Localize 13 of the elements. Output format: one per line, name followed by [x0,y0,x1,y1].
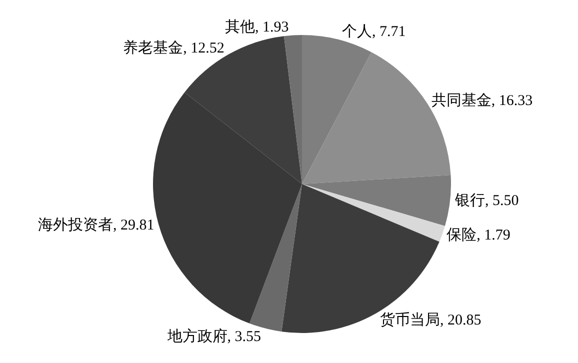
slice-label: 个人, 7.71 [342,22,406,40]
slice-label: 其他, 1.93 [224,18,289,36]
pie-slice [302,175,451,226]
slice-label: 养老基金, 12.52 [123,39,224,56]
pie-slice [302,184,445,242]
slice-label: 货币当局, 20.85 [380,311,482,328]
slice-label: 海外投资者, 29.81 [38,216,154,234]
slice-label: 银行, 5.50 [454,192,519,209]
pie-slice [284,35,302,184]
slice-label: 共同基金, 16.33 [431,92,533,110]
pie-slice [249,184,302,332]
slice-label: 地方政府, 3.55 [166,328,262,345]
slice-label: 保险, 1.79 [446,226,510,244]
